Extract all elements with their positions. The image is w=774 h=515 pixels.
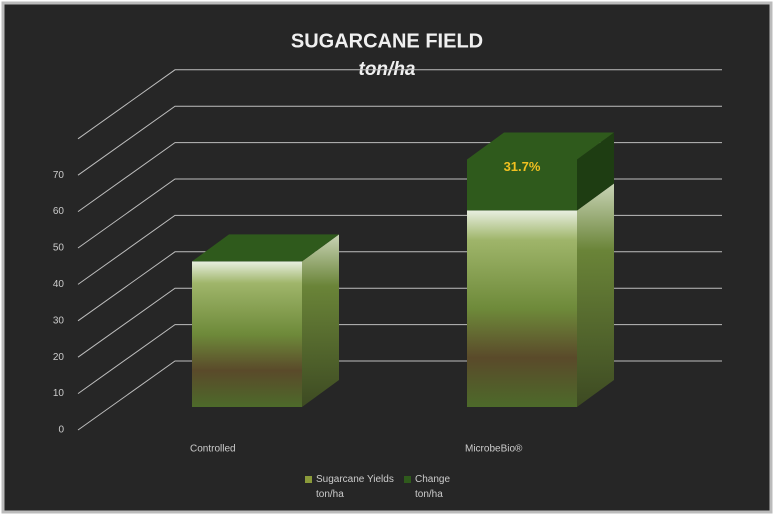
- legend: Sugarcane Yields ton/ha Change ton/ha: [305, 472, 465, 502]
- y-tick-label: 60: [53, 206, 65, 217]
- bar-front: [467, 159, 577, 211]
- y-tick-label: 70: [53, 170, 65, 181]
- grid-line: [77, 69, 722, 140]
- legend-label: Sugarcane Yields ton/ha: [316, 474, 394, 500]
- y-tick-label: 10: [53, 388, 65, 399]
- chart-title: SUGARCANE FIELD: [291, 30, 483, 52]
- x-tick-label: Controlled: [190, 444, 236, 455]
- bar-top: [467, 132, 614, 160]
- x-tick-label: MicrobeBio®: [465, 444, 523, 455]
- bar-side: [577, 183, 614, 407]
- bar-front: [192, 261, 302, 407]
- grid-line: [77, 105, 722, 176]
- y-tick-label: 0: [58, 425, 64, 436]
- legend-item: Sugarcane Yields ton/ha: [305, 472, 398, 502]
- bar-side: [577, 132, 614, 211]
- legend-item: Change ton/ha: [404, 472, 465, 502]
- bar-front: [467, 210, 577, 407]
- bar-side: [302, 234, 339, 407]
- bar-top: [192, 234, 339, 262]
- y-tick-label: 50: [53, 243, 65, 254]
- y-tick-label: 40: [53, 279, 65, 290]
- legend-swatch: [404, 476, 411, 483]
- annotation: 31.7%: [504, 159, 541, 174]
- legend-swatch: [305, 476, 312, 483]
- y-tick-label: 20: [53, 352, 65, 363]
- y-tick-label: 30: [53, 315, 65, 326]
- legend-label: Change ton/ha: [415, 474, 451, 500]
